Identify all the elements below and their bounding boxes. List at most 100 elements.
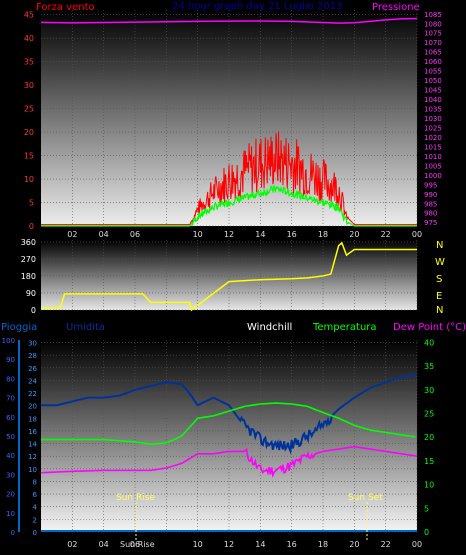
pressure-y-tick-label: 1045 (424, 87, 442, 95)
humidity-y-tick-label: 0 (11, 529, 15, 537)
direction-label-e: E (436, 291, 442, 302)
rain-y-tick-label: 0 (33, 529, 37, 537)
rain-y-tick-label: 16 (28, 428, 37, 436)
pressure-y-tick-label: 1005 (424, 162, 442, 170)
rain-y-tick-label: 26 (28, 365, 37, 373)
pressure-y-tick-label: 1040 (424, 96, 442, 104)
wind-y-tick-label: 5 (29, 199, 34, 208)
humidity-y-tick-label: 60 (6, 414, 15, 422)
wind-y-tick-label: 10 (24, 175, 34, 184)
temperature-y-tick-label: 25 (424, 409, 434, 418)
x-tick-label: 14 (255, 540, 265, 549)
direction-label-w: W (435, 257, 445, 268)
wind-axis-title: Forza vento (36, 2, 95, 13)
rain-y-tick-label: 24 (28, 377, 37, 385)
rain-y-tick-label: 20 (28, 403, 37, 411)
direction-label-n-top: N (436, 240, 443, 251)
windchill-label: Windchill (247, 322, 292, 333)
wind-y-tick-label: 40 (24, 34, 34, 43)
sun-rise-label: Sun Rise (116, 493, 155, 503)
temperature-y-tick-label: 15 (424, 457, 434, 466)
pressure-y-tick-label: 975 (424, 219, 437, 227)
direction-y-tick-label: 180 (21, 272, 36, 281)
x-tick-label: 14 (255, 230, 265, 239)
pressure-y-tick-label: 1030 (424, 115, 442, 123)
chart-title: 24 hour graph day 21 Luglio 2013 (172, 1, 342, 12)
temperature-label: Temperatura (312, 322, 377, 333)
pressure-y-tick-label: 1035 (424, 106, 442, 114)
pressure-y-tick-label: 1000 (424, 172, 442, 180)
temperature-y-tick-label: 5 (424, 504, 429, 513)
pressure-y-tick-label: 1085 (424, 11, 442, 19)
rain-y-tick-label: 2 (33, 516, 37, 524)
humidity-y-tick-label: 20 (6, 491, 15, 499)
rain-y-tick-label: 28 (28, 352, 37, 360)
rain-axis-title: Pioggia (1, 322, 37, 333)
pressure-y-tick-label: 1050 (424, 77, 442, 85)
direction-plot-area (41, 240, 417, 310)
x-tick-label: 06 (130, 230, 140, 239)
x-tick-label: 22 (381, 540, 391, 549)
x-tick-label: 02 (67, 540, 77, 549)
direction-y-tick-label: 270 (21, 255, 36, 264)
rain-y-tick-label: 30 (28, 340, 37, 348)
wind-gust-line (41, 131, 417, 226)
humidity-y-tick-label: 30 (6, 471, 15, 479)
x-tick-label-sunrise: Sun Rise (120, 540, 155, 549)
direction-y-tick-label: 90 (26, 289, 36, 298)
temperature-y-tick-label: 40 (424, 338, 434, 347)
wind-average-line (41, 185, 417, 227)
pressure-y-tick-label: 1075 (424, 30, 442, 38)
humidity-y-tick-label: 80 (6, 375, 15, 383)
x-tick-label: 16 (287, 230, 297, 239)
temperature-y-tick-label: 35 (424, 362, 434, 371)
pressure-y-tick-label: 1065 (424, 49, 442, 57)
wind-y-tick-label: 0 (29, 222, 34, 231)
wind-y-tick-label: 35 (24, 58, 34, 67)
direction-y-tick-label: 360 (21, 238, 36, 247)
x-tick-label: 04 (99, 230, 109, 239)
direction-label-n-bottom: N (436, 305, 443, 316)
pressure-y-tick-label: 1015 (424, 143, 442, 151)
dewpoint-line (40, 445, 418, 479)
rain-y-tick-label: 8 (33, 478, 37, 486)
wind-y-tick-label: 15 (24, 152, 34, 161)
pressure-y-tick-label: 1025 (424, 124, 442, 132)
x-tick-label: 12 (224, 540, 234, 549)
pressure-line (40, 17, 418, 24)
wind-y-tick-label: 45 (24, 11, 34, 20)
temperature-y-tick-label: 20 (424, 433, 434, 442)
pressure-y-tick-label: 1010 (424, 153, 442, 161)
x-tick-label: 02 (67, 230, 77, 239)
x-tick-label: 18 (318, 540, 328, 549)
x-tick-label: 04 (99, 540, 109, 549)
rain-y-tick-label: 14 (28, 441, 37, 449)
pressure-y-tick-label: 990 (424, 191, 437, 199)
x-tick-label: 16 (287, 540, 297, 549)
pressure-y-tick-label: 995 (424, 181, 437, 189)
rain-y-tick-label: 22 (28, 390, 37, 398)
x-tick-label: 20 (349, 230, 359, 239)
x-tick-label: 10 (193, 230, 203, 239)
rain-y-tick-label: 10 (28, 466, 37, 474)
x-tick-label: 00 (412, 230, 422, 239)
rain-y-tick-label: 18 (28, 415, 37, 423)
x-tick-label: 22 (381, 230, 391, 239)
humidity-y-tick-label: 50 (6, 433, 15, 441)
wind-y-tick-label: 20 (24, 128, 34, 137)
pressure-y-tick-label: 985 (424, 200, 437, 208)
humidity-axis-title: Umidita (66, 322, 105, 333)
x-tick-label: 10 (193, 540, 203, 549)
x-tick-label: 12 (224, 230, 234, 239)
pressure-y-tick-label: 1070 (424, 39, 442, 47)
wind-y-tick-label: 30 (24, 81, 34, 90)
pressure-y-tick-label: 980 (424, 210, 437, 218)
direction-label-s: S (436, 274, 442, 285)
humidity-y-tick-label: 10 (6, 510, 15, 518)
sun-set-label: Sun Set (348, 493, 383, 503)
x-tick-label: 00 (412, 540, 422, 549)
x-tick-label: 18 (318, 230, 328, 239)
wind-direction-line (41, 241, 417, 312)
